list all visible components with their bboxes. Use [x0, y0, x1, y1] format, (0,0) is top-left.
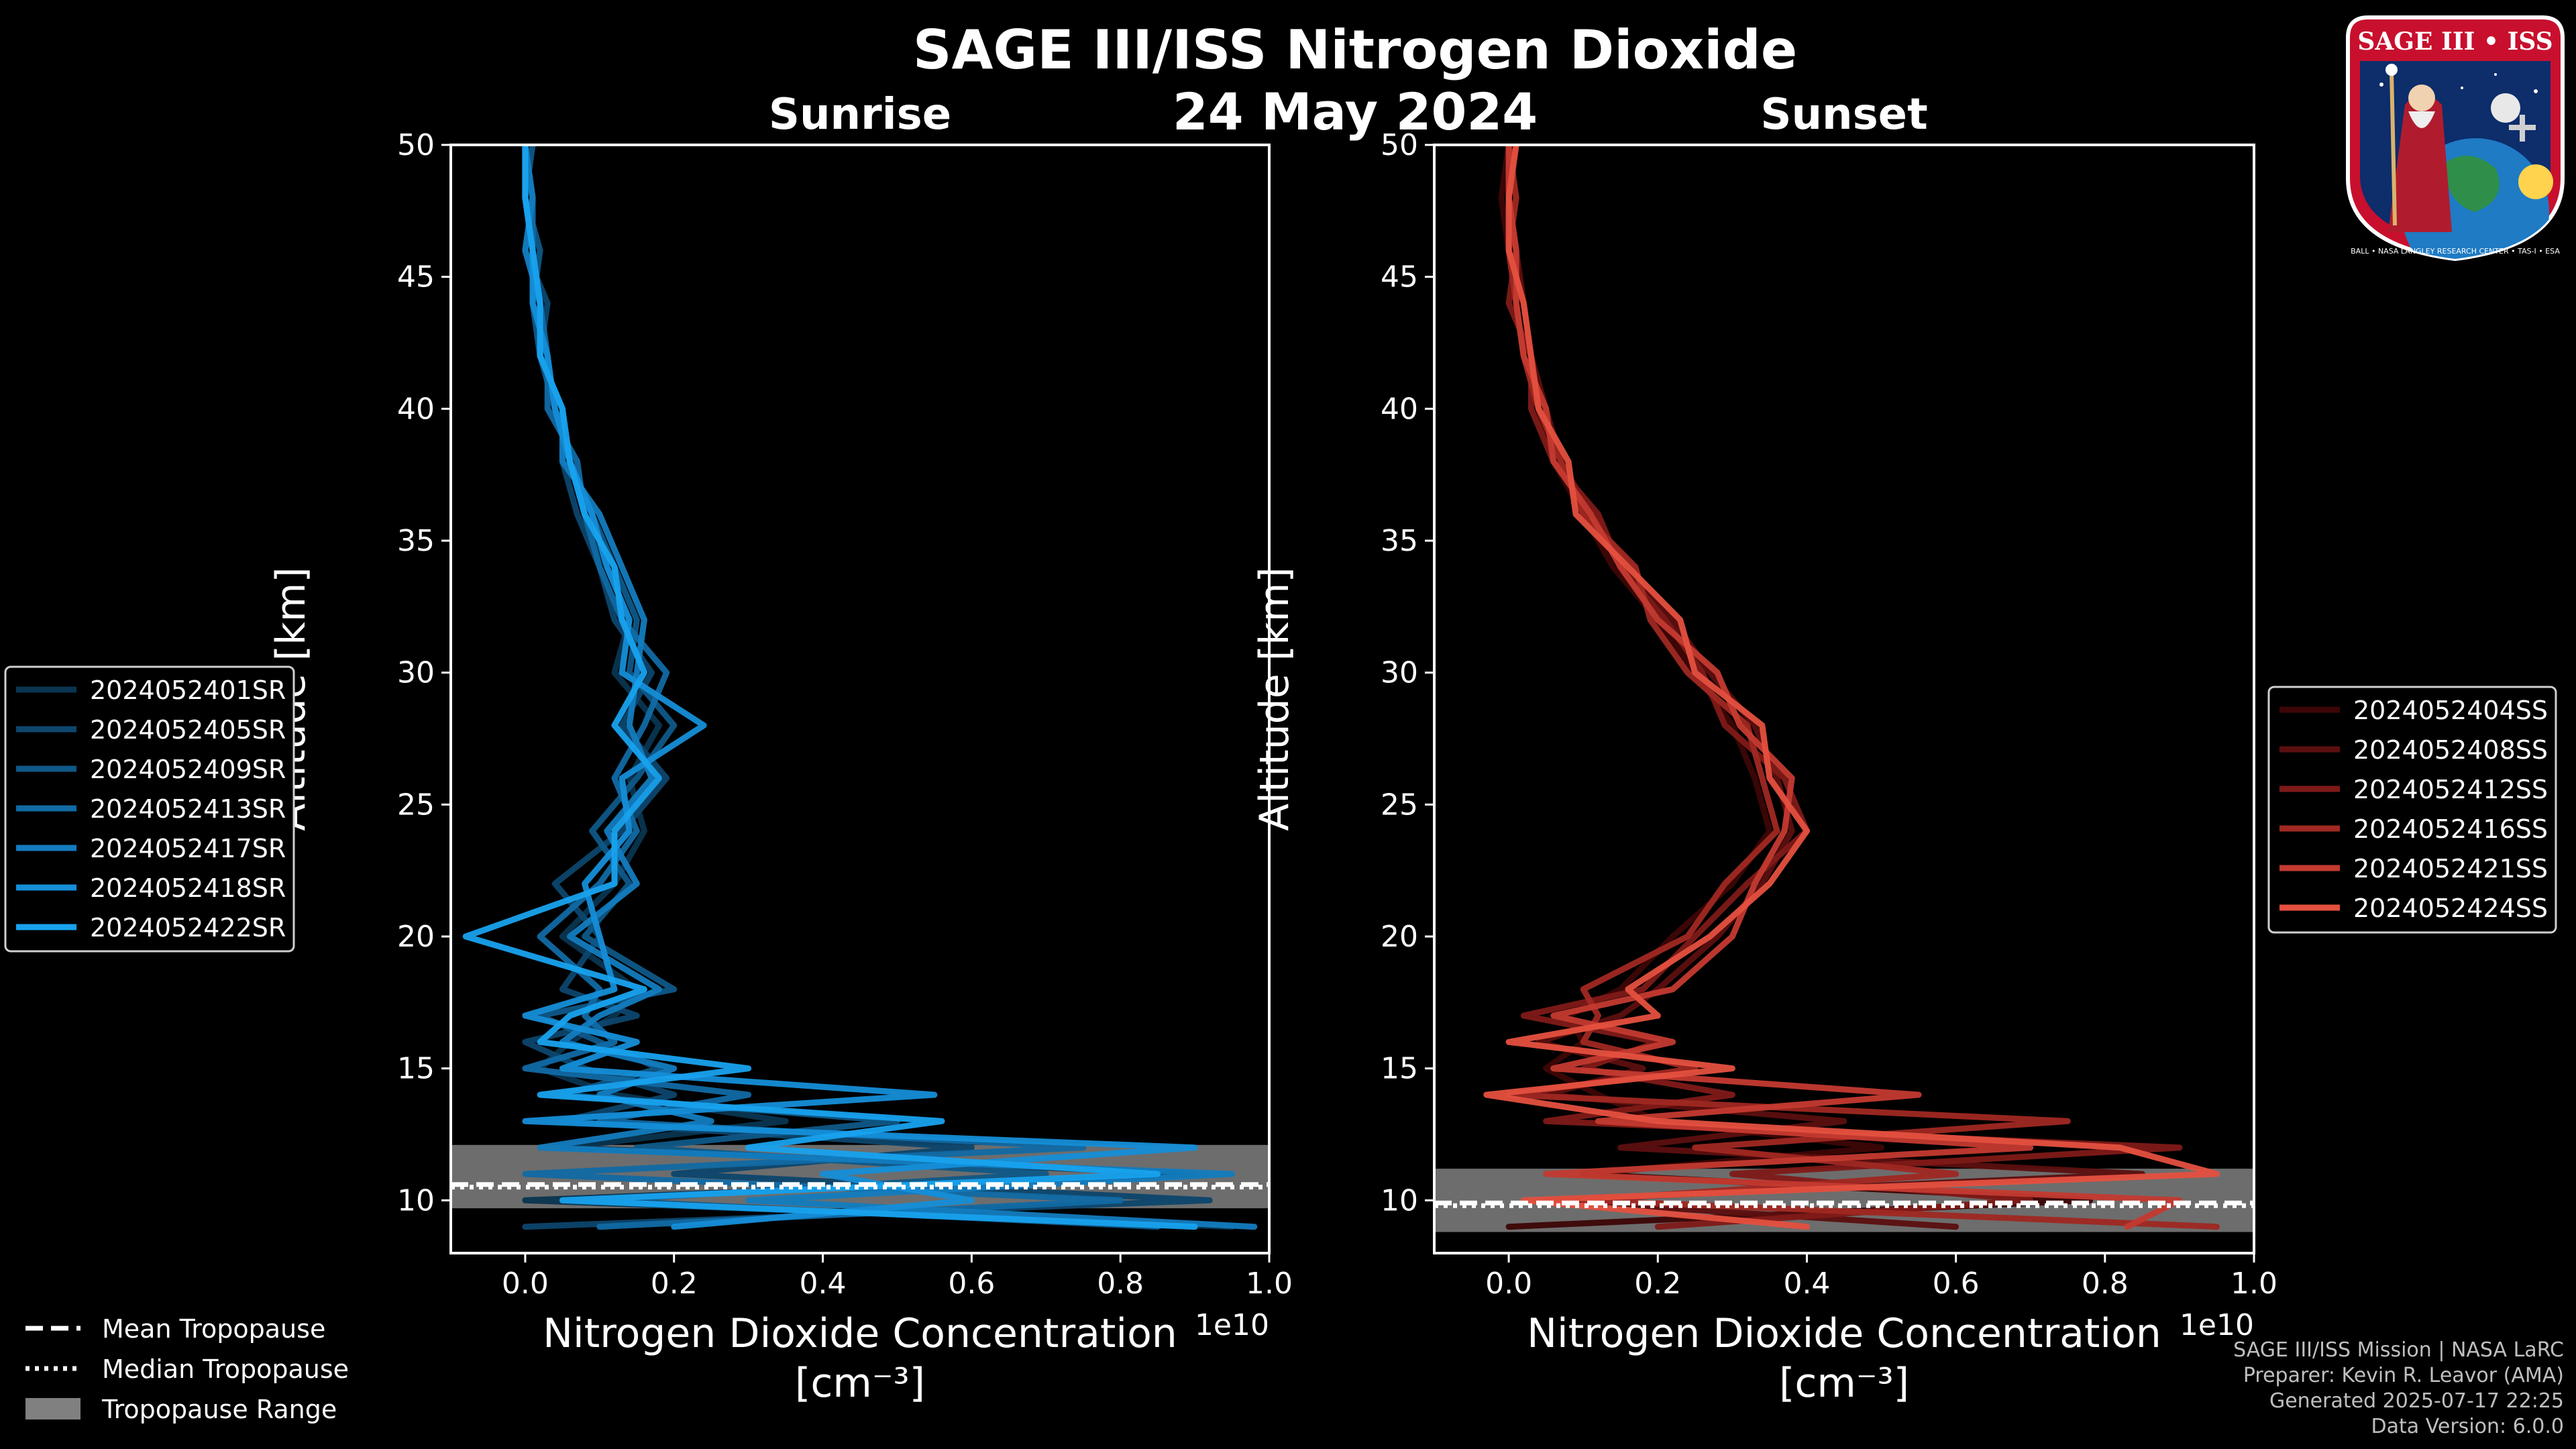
y-tick-label: 50 [397, 128, 435, 162]
legend-entry: 2024052401SR [90, 676, 286, 705]
legend-entry: 2024052405SR [90, 715, 286, 745]
plot-content [1434, 145, 2254, 1232]
x-axis-label: Nitrogen Dioxide Concentration [1527, 1310, 2161, 1357]
x-axis-unit-label: [cm⁻³] [1779, 1360, 1909, 1407]
chart-panel-sunrise: Sunrise 0.0 0.2 0.4 0.6 0.8 1.0 10 15 20 25 30 35 40 4… [268, 90, 1293, 1407]
y-tick-label: 15 [1381, 1052, 1418, 1086]
median-tropopause-label: Median Tropopause [102, 1354, 349, 1384]
plot-content [451, 145, 1269, 1230]
y-tick-label: 50 [1381, 128, 1418, 162]
y-tick-label: 10 [1381, 1183, 1418, 1218]
y-tick-label: 10 [397, 1183, 435, 1218]
series-line-2024052424SS [1483, 145, 2220, 1230]
x-axis-multiplier: 1e10 [1195, 1308, 1269, 1342]
legend-entry: 2024052417SR [90, 834, 286, 863]
x-tick-label: 0.0 [1485, 1267, 1532, 1301]
tropopause-range-label: Tropopause Range [101, 1395, 337, 1424]
x-tick-label: 0.4 [1783, 1267, 1830, 1301]
legend-entry: 2024052413SR [90, 794, 286, 824]
legend-entry: 2024052418SR [90, 873, 286, 903]
y-tick-label: 20 [1381, 920, 1418, 954]
legend-entry: 2024052424SS [2353, 894, 2548, 923]
y-tick-label: 45 [397, 260, 435, 294]
x-tick-label: 1.0 [2231, 1267, 2277, 1301]
x-tick-label: 0.8 [2082, 1267, 2129, 1301]
footer-data-version: Data Version: 6.0.0 [2371, 1415, 2564, 1438]
footer-generated: Generated 2025-07-17 22:25 [2269, 1389, 2564, 1413]
panel-title: Sunset [1760, 90, 1927, 140]
footer-mission: SAGE III/ISS Mission | NASA LaRC [2233, 1338, 2564, 1362]
x-axis-label: Nitrogen Dioxide Concentration [543, 1310, 1177, 1357]
tropopause-range-swatch [25, 1398, 80, 1419]
y-tick-label: 30 [397, 656, 435, 690]
y-tick-label: 35 [1381, 524, 1418, 558]
figure-date: 24 May 2024 [1172, 82, 1538, 142]
legend-entry: 2024052409SR [90, 755, 286, 784]
logo-title: SAGE III • ISS [2357, 28, 2553, 56]
y-tick-label: 25 [397, 788, 435, 822]
figure-title: SAGE III/ISS Nitrogen Dioxide [912, 19, 1798, 81]
x-axis-multiplier: 1e10 [2180, 1308, 2254, 1342]
legend-frame [2267, 686, 2557, 934]
legend-frame [4, 665, 295, 953]
y-tick-label: 30 [1381, 656, 1418, 690]
plot-frame [1433, 144, 2255, 1254]
x-axis-unit-label: [cm⁻³] [795, 1360, 925, 1407]
legend-entry: 2024052421SS [2353, 854, 2548, 883]
y-tick-label: 20 [397, 920, 435, 954]
x-tick-label: 0.2 [651, 1267, 698, 1301]
y-tick-label: 35 [397, 524, 435, 558]
plot-frame [449, 144, 1271, 1254]
legend-sunrise: 2024052401SR 2024052405SR 2024052409SR 2024… [4, 665, 295, 953]
sage-iii-iss-mission-logo: SAGE III • ISS BALL • NASA LANGLEY RESEA… [2346, 15, 2565, 262]
legend-entry: 2024052404SS [2353, 696, 2548, 725]
legend-entry: 2024052416SS [2353, 814, 2548, 844]
x-tick-label: 0.0 [502, 1267, 549, 1301]
x-tick-label: 0.6 [1933, 1267, 1980, 1301]
y-tick-label: 40 [1381, 392, 1418, 426]
legend-entry: 2024052412SS [2353, 775, 2548, 804]
x-tick-label: 0.2 [1634, 1267, 1681, 1301]
y-axis-label: Altitude [km] [1251, 567, 1298, 831]
x-tick-label: 0.8 [1097, 1267, 1144, 1301]
x-tick-label: 0.4 [800, 1267, 847, 1301]
x-tick-label: 0.6 [948, 1267, 995, 1301]
y-tick-label: 25 [1381, 788, 1418, 822]
logo-ring-text: BALL • NASA LANGLEY RESEARCH CENTER • TA… [2351, 247, 2560, 256]
legend-entry: 2024052408SS [2353, 735, 2548, 765]
panel-title: Sunrise [769, 90, 951, 140]
chart-panel-sunset: Sunset 0.0 0.2 0.4 0.6 0.8 1.0 10 15 20 25 30 35 40 45… [1251, 90, 2277, 1407]
figure-footer: SAGE III/ISS Mission | NASA LaRC Prepare… [2233, 1338, 2564, 1440]
legend-sunset: 2024052404SS 2024052408SS 2024052412SS 2024… [2267, 686, 2557, 934]
series-line-2024052418SR [522, 145, 1198, 1230]
x-tick-label: 1.0 [1246, 1267, 1293, 1301]
legend-entry: 2024052422SR [90, 913, 286, 943]
mean-tropopause-label: Mean Tropopause [102, 1314, 325, 1344]
y-tick-label: 45 [1381, 260, 1418, 294]
y-tick-label: 40 [397, 392, 435, 426]
footer-preparer: Preparer: Kevin R. Leavor (AMA) [2243, 1364, 2564, 1387]
tropopause-legend: Mean Tropopause Median Tropopause Tropopau… [25, 1314, 349, 1424]
y-tick-label: 15 [397, 1052, 435, 1086]
series-line-2024052422SR [462, 145, 1198, 1230]
